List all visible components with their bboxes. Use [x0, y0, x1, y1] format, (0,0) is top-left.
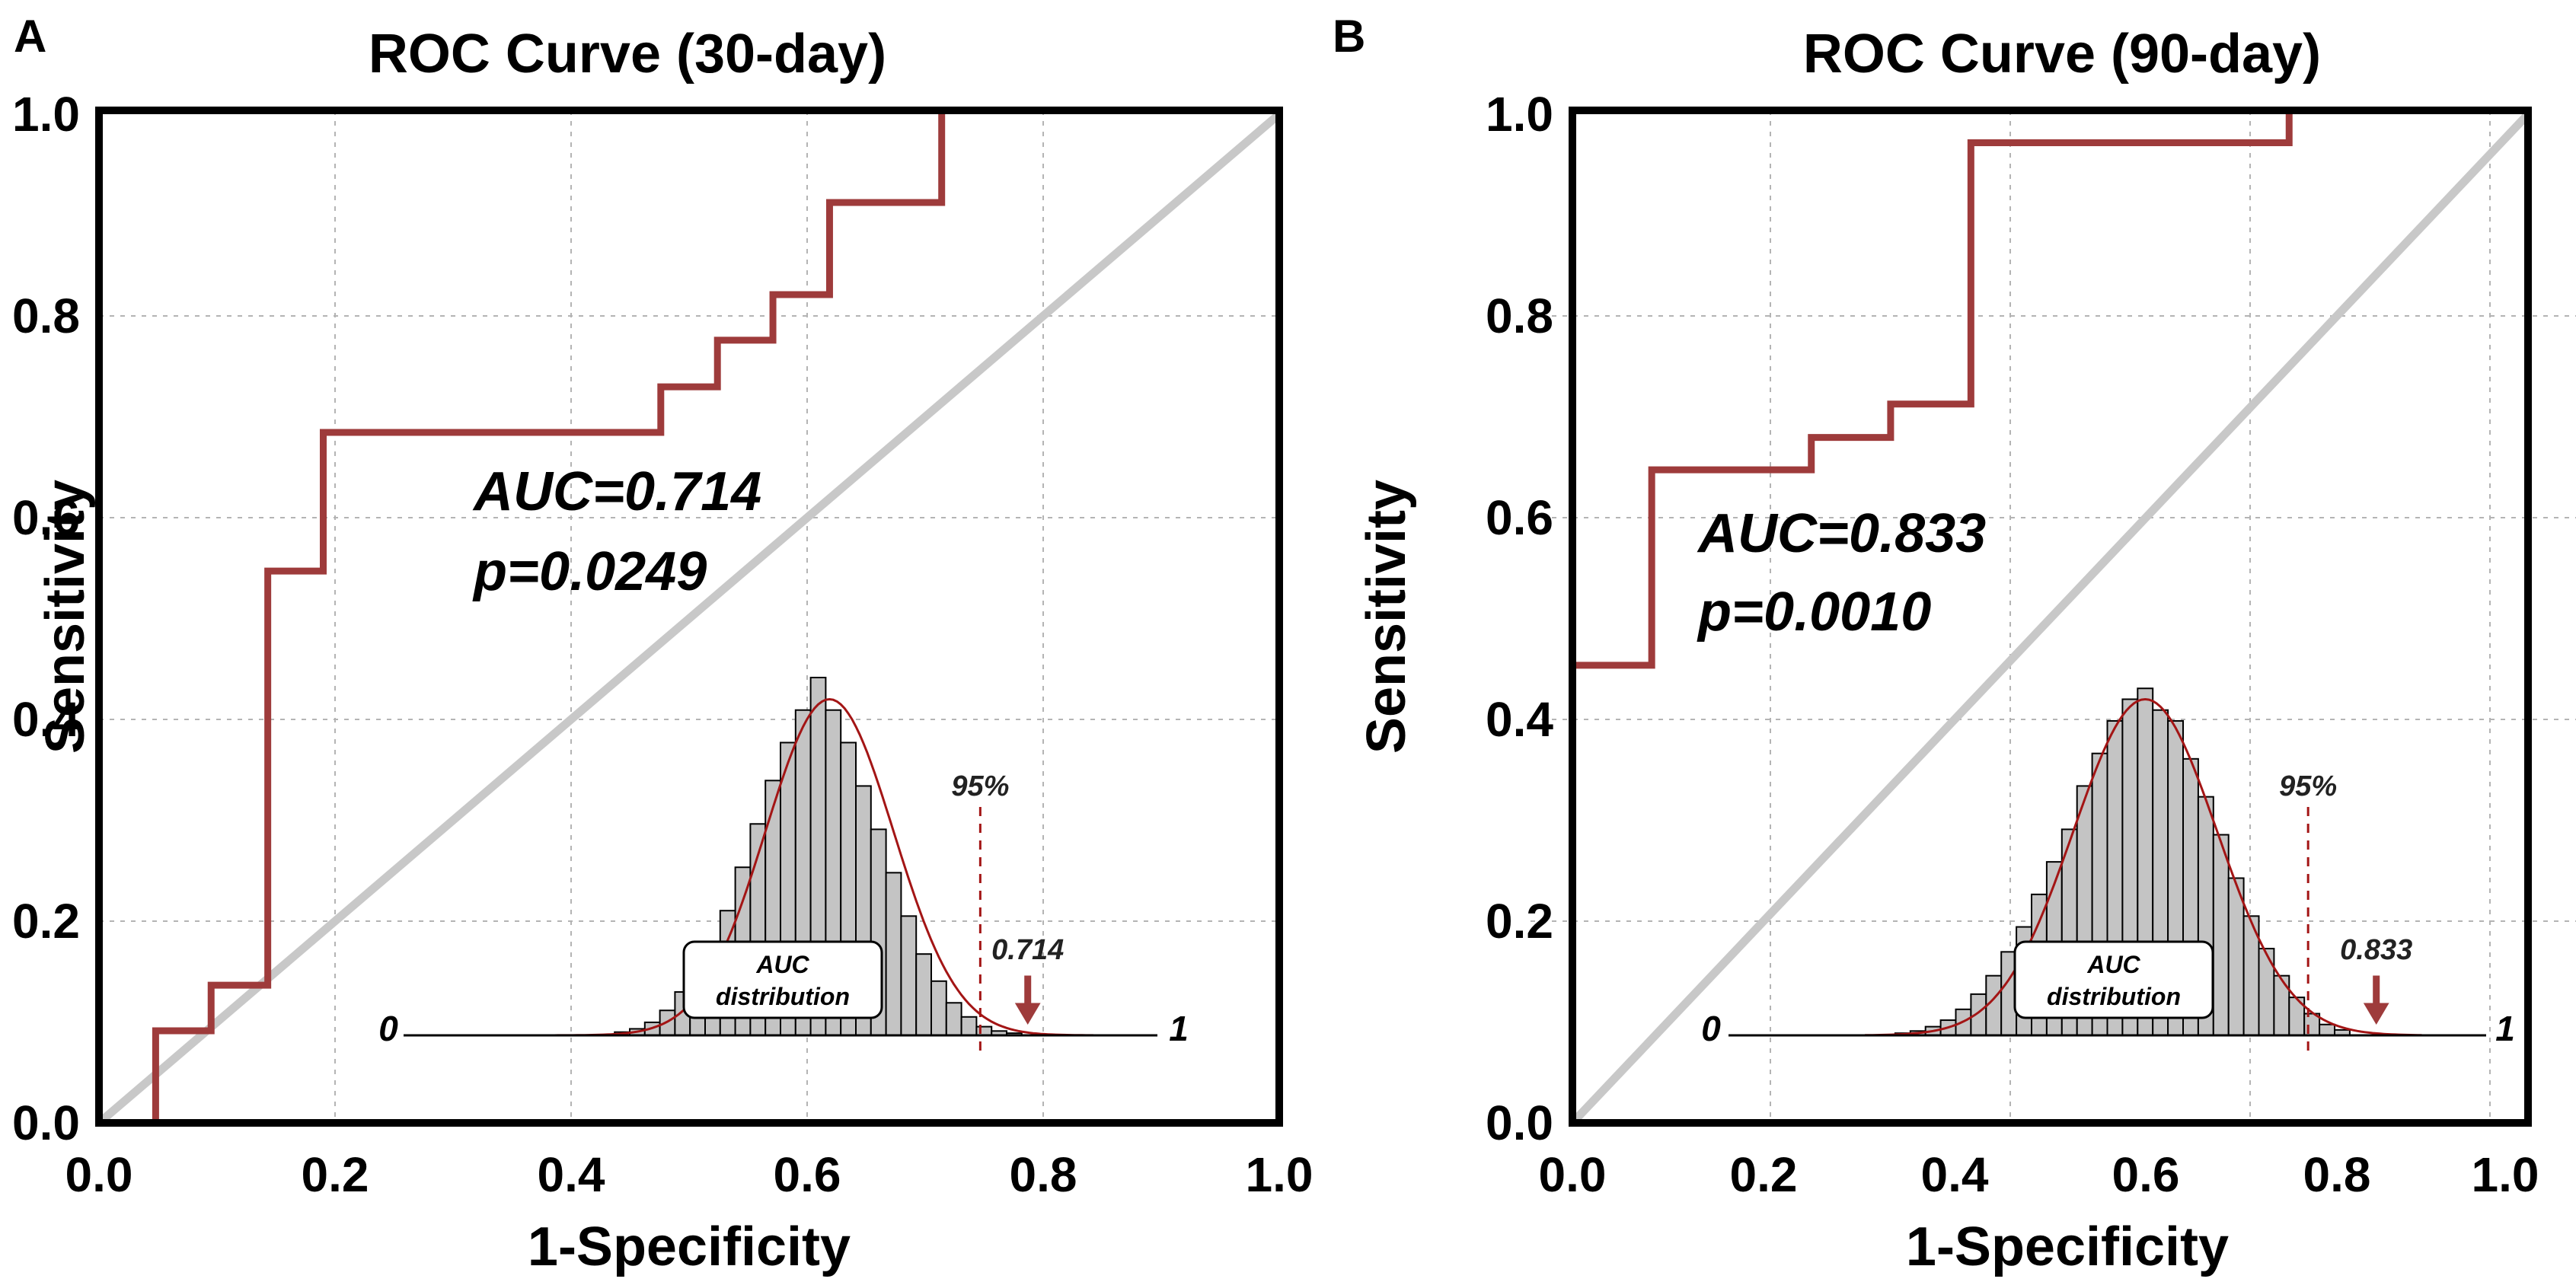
p-value: p=0.0010: [1697, 582, 1931, 643]
y-ticks: 0.0 0.2 0.4 0.6 0.8 1.0: [12, 87, 80, 1150]
reference-diagonal: [96, 110, 1282, 1127]
y-axis-label: Sensitivity: [35, 480, 96, 754]
x-ticks: 0.0 0.2 0.4 0.6 0.8 1.0: [1539, 1147, 2539, 1202]
chart-title: ROC Curve (90-day): [1803, 24, 2321, 85]
hist-bar: [2319, 1023, 2336, 1036]
x-tick-label: 0.6: [2112, 1147, 2180, 1202]
y-tick-label: 0.0: [1486, 1095, 1553, 1150]
y-tick-label: 0.8: [12, 289, 80, 343]
panel-letter-a: A: [14, 11, 46, 62]
inset-left-label: 0: [1701, 1009, 1721, 1048]
grid: [99, 110, 1279, 1121]
observed-arrow: [2363, 975, 2389, 1025]
percentile-95-label: 95%: [2279, 770, 2337, 802]
y-tick-label: 0.4: [12, 692, 80, 747]
roc-curve: [1569, 107, 2528, 1123]
inset-label-box: [682, 940, 883, 1019]
hist-bar: [945, 1002, 962, 1036]
observed-arrow: [1014, 975, 1041, 1025]
x-tick-label: 1.0: [2472, 1147, 2539, 1202]
inset-right-label: 1: [1169, 1009, 1189, 1048]
hist-bar: [930, 980, 947, 1036]
panel-a: A ROC Curve (30-day): [12, 11, 1313, 1277]
inset-box-line2: distribution: [2047, 983, 2181, 1010]
auc-value: AUC=0.714: [472, 461, 761, 522]
y-tick-label: 0.4: [1486, 692, 1553, 747]
hist-bar: [885, 872, 902, 1037]
y-tick-label: 0.6: [12, 490, 80, 545]
x-axis-label: 1-Specificity: [528, 1217, 851, 1277]
y-tick-label: 1.0: [1486, 87, 1553, 142]
x-tick-label: 0.4: [1921, 1147, 1989, 1202]
hist-bar: [975, 1025, 993, 1037]
plot-frame: [1569, 107, 2532, 1127]
observed-auc-label: 0.714: [991, 934, 1064, 966]
inset-box-line1: AUC: [755, 951, 809, 978]
roc-curve: [152, 107, 1279, 1123]
p-value: p=0.0249: [472, 541, 707, 602]
y-tick-label: 0.0: [12, 1095, 80, 1150]
auc-distribution-inset: 95% 0.833 0 1 AUC distribution: [1701, 687, 2515, 1058]
panel-letter-b: B: [1333, 11, 1365, 62]
fit-curve: [539, 697, 1093, 1037]
y-tick-label: 0.8: [1486, 289, 1553, 343]
hist-bar: [900, 915, 918, 1037]
x-tick-label: 0.0: [1539, 1147, 1607, 1202]
x-tick-label: 0.6: [774, 1147, 841, 1202]
fit-curve: [1865, 697, 2422, 1037]
x-tick-label: 0.2: [302, 1147, 369, 1202]
plot-frame: [95, 107, 1283, 1127]
x-tick-label: 1.0: [1246, 1147, 1314, 1202]
auc-value: AUC=0.833: [1697, 503, 1986, 564]
inset-box-line1: AUC: [2086, 951, 2140, 978]
inset-box-line2: distribution: [716, 983, 850, 1010]
hist-bar: [960, 1016, 978, 1036]
observed-auc-label: 0.833: [2340, 934, 2412, 966]
inset-left-label: 0: [378, 1009, 398, 1048]
x-axis-label: 1-Specificity: [1906, 1217, 2229, 1277]
chart-title: ROC Curve (30-day): [369, 24, 886, 85]
percentile-95-label: 95%: [951, 770, 1009, 802]
x-tick-label: 0.2: [1730, 1147, 1798, 1202]
x-tick-label: 0.0: [65, 1147, 133, 1202]
panel-b: B ROC Curve (90-day): [1333, 11, 2576, 1277]
y-tick-label: 0.2: [12, 894, 80, 949]
hist-bar: [2227, 877, 2245, 1037]
inset-right-label: 1: [2495, 1009, 2515, 1048]
y-tick-label: 0.2: [1486, 894, 1553, 949]
y-ticks: 0.0 0.2 0.4 0.6 0.8 1.0: [1486, 87, 1553, 1150]
y-tick-label: 0.6: [1486, 490, 1553, 545]
x-tick-label: 0.8: [1010, 1147, 1077, 1202]
y-tick-label: 1.0: [12, 87, 80, 142]
x-tick-label: 0.8: [2303, 1147, 2371, 1202]
reference-diagonal: [1569, 111, 2531, 1126]
x-tick-label: 0.4: [538, 1147, 605, 1202]
hist-bar: [2273, 974, 2290, 1036]
auc-distribution-inset: 95% 0.714 0 1 AUC distribution: [378, 677, 1189, 1058]
hist-bar: [915, 953, 932, 1036]
x-ticks: 0.0 0.2 0.4 0.6 0.8 1.0: [65, 1147, 1314, 1202]
y-axis-label: Sensitivity: [1356, 480, 1417, 754]
hist-bar: [2212, 834, 2230, 1036]
inset-label-box: [2013, 940, 2214, 1019]
